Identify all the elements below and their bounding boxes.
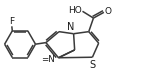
Text: O: O <box>105 7 112 16</box>
Text: N: N <box>67 22 75 32</box>
Text: HO: HO <box>68 6 82 15</box>
Text: =N: =N <box>41 54 55 64</box>
Text: F: F <box>9 17 14 26</box>
Text: S: S <box>90 60 96 70</box>
